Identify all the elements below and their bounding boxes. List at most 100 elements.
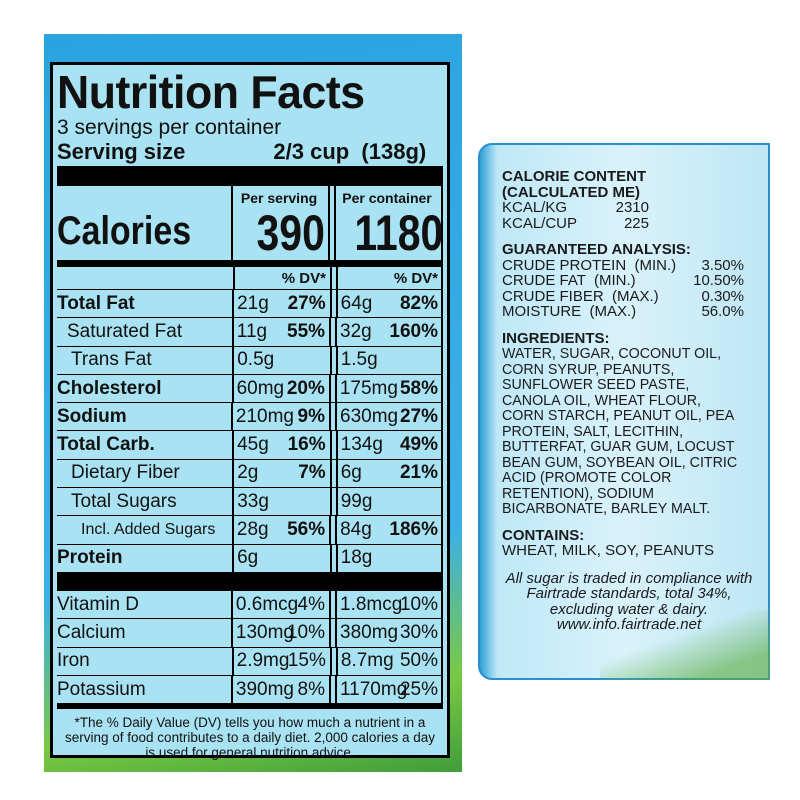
nutrient-row: Vitamin D 0.6mcg 4% 1.8mcg 10%: [57, 590, 443, 620]
nutrient-row: Dietary Fiber 2g 7% 6g 21%: [57, 459, 444, 489]
serving-dv: 10%: [287, 619, 332, 647]
container-dv: 49%: [395, 431, 443, 459]
nutrient-name: Protein: [57, 547, 123, 569]
calories-serving: 390: [256, 205, 325, 261]
dv-header: % DV*: [350, 267, 443, 289]
nutrient-row: Calcium 130mg 10% 380mg 30%: [57, 619, 443, 648]
info-row: CRUDE FIBER (MAX.) 0.30%: [502, 287, 756, 305]
heading: CONTAINS:: [502, 526, 585, 544]
nutrient-name: Total Fat: [57, 292, 135, 314]
serving-amount: 28g: [231, 516, 287, 544]
info-label: MOISTURE (MAX.): [502, 303, 637, 320]
thick-rule: [57, 572, 443, 591]
container-amount: 175mg: [334, 374, 398, 403]
container-amount: 1.5g: [335, 346, 395, 374]
label-title: Nutrition Facts: [57, 66, 365, 118]
nutrient-row: Potassium 390mg 8% 1170mg 25%: [57, 675, 443, 705]
heading: (CALCULATED ME): [502, 183, 641, 201]
serving-dv: 4%: [287, 590, 332, 619]
info-row: CRUDE PROTEIN (MIN.) 3.50%: [502, 256, 756, 274]
container-dv: 186%: [389, 516, 443, 544]
serving-dv: 16%: [287, 431, 332, 459]
servings: 3 servings per container: [57, 116, 282, 139]
serving-amount: 130mg: [230, 619, 294, 647]
dv-header-row: % DV* % DV*: [57, 267, 443, 290]
nutrient-row: Iron 2.9mg 15% 8.7mg 50%: [57, 647, 444, 676]
container-amount: 99g: [335, 488, 395, 516]
calorie-rows: KCAL/KG 2310 KCAL/CUP 225: [502, 200, 756, 231]
nutrient-row: Total Sugars 33g 99g: [57, 488, 444, 517]
serving-amount: 390mg: [230, 675, 294, 704]
info-row: MOISTURE (MAX.) 56.0%: [502, 304, 756, 320]
nutrient-name: Iron: [57, 650, 90, 672]
info-panel: CALORIE CONTENT (CALCULATED ME) KCAL/KG 2…: [478, 143, 770, 680]
container-dv: 30%: [395, 619, 443, 647]
serving-dv: [287, 346, 332, 374]
nutrition-label: Nutrition Facts 3 servings per container…: [50, 62, 450, 761]
container-dv: [395, 488, 444, 516]
container-amount: 8.7mg: [335, 647, 395, 675]
heading: INGREDIENTS:: [502, 329, 610, 347]
serving-amount: 2.9mg: [231, 647, 289, 675]
serving-size: Serving size 2/3 cup (138g): [57, 139, 443, 164]
serving-amount: 21g: [232, 290, 287, 318]
grass-decoration: [600, 610, 770, 680]
info-label: CRUDE FAT (MIN.): [502, 272, 636, 289]
info-value: 10.50%: [693, 272, 744, 289]
container-dv: 27%: [395, 403, 443, 431]
serving-dv: 27%: [287, 290, 332, 318]
info-value: 2310: [615, 199, 649, 216]
serving-dv: 8%: [287, 675, 332, 704]
nutrient-name: Total Carb.: [57, 434, 155, 456]
container-dv: [395, 544, 443, 572]
serving-amount: 6g: [232, 544, 287, 572]
container-dv: 25%: [395, 675, 443, 704]
container-dv: [395, 346, 444, 374]
serving-amount: 33g: [232, 488, 287, 516]
serving-column: Per serving 390: [231, 186, 330, 260]
info-label: KCAL/KG: [502, 199, 568, 216]
info-label: CRUDE PROTEIN (MIN.): [502, 256, 677, 274]
nutrient-row: Cholesterol 60mg 20% 175mg 58%: [57, 374, 443, 404]
container-dv: 21%: [395, 459, 444, 488]
column-header: Per container: [342, 190, 432, 206]
serving-size-value: 2/3 cup (138g): [273, 139, 427, 164]
note-text: All sugar is traded in compliance with F…: [505, 569, 753, 618]
serving-amount: 45g: [232, 431, 287, 459]
serving-size-label: Serving size: [57, 139, 186, 164]
nutrient-name: Vitamin D: [57, 593, 140, 615]
nutrient-row: Total Fat 21g 27% 64g 82%: [57, 290, 443, 319]
container-column: Per container 1180: [334, 186, 443, 260]
nutrient-rows: Total Fat 21g 27% 64g 82% Saturated Fat 11g 55%…: [57, 290, 444, 573]
container-amount: 32g: [335, 318, 394, 346]
heading: CALORIE CONTENT: [502, 168, 647, 185]
serving-dv: [287, 544, 332, 572]
container-amount: 1170mg: [335, 675, 407, 704]
medium-rule: [57, 260, 443, 267]
heading: GUARANTEED ANALYSIS:: [502, 241, 691, 258]
ingredients: WATER, SUGAR, COCONUT OIL, CORN SYRUP, P…: [502, 345, 738, 517]
container-amount: 630mg: [335, 403, 398, 431]
serving-dv: 20%: [287, 374, 331, 403]
serving-amount: 210mg: [230, 403, 294, 431]
container-dv: 58%: [395, 374, 443, 403]
nutrient-row: Trans Fat 0.5g 1.5g: [57, 346, 444, 375]
container-dv: 50%: [395, 647, 444, 675]
dv-header: % DV*: [248, 267, 332, 289]
nutrient-row: Sodium 210mg 9% 630mg 27%: [57, 403, 443, 432]
container-amount: 134g: [335, 431, 395, 459]
serving-amount: 0.6mcg: [230, 590, 298, 619]
nutrient-row: Total Carb. 45g 16% 134g 49%: [57, 431, 443, 460]
container-amount: 64g: [335, 290, 395, 318]
info-row: CRUDE FAT (MIN.) 10.50%: [502, 273, 756, 289]
info-value: 0.30%: [701, 287, 744, 305]
serving-dv: 9%: [287, 403, 332, 431]
thick-rule: [57, 166, 443, 186]
container-amount: 380mg: [335, 619, 398, 647]
calories-container: 1180: [354, 205, 444, 261]
info-row: KCAL/KG 2310: [502, 200, 756, 216]
serving-amount: 2g: [232, 459, 287, 488]
footnote: *The % Daily Value (DV) tells you how mu…: [65, 715, 435, 761]
info-label: CRUDE FIBER (MAX.): [502, 287, 659, 305]
